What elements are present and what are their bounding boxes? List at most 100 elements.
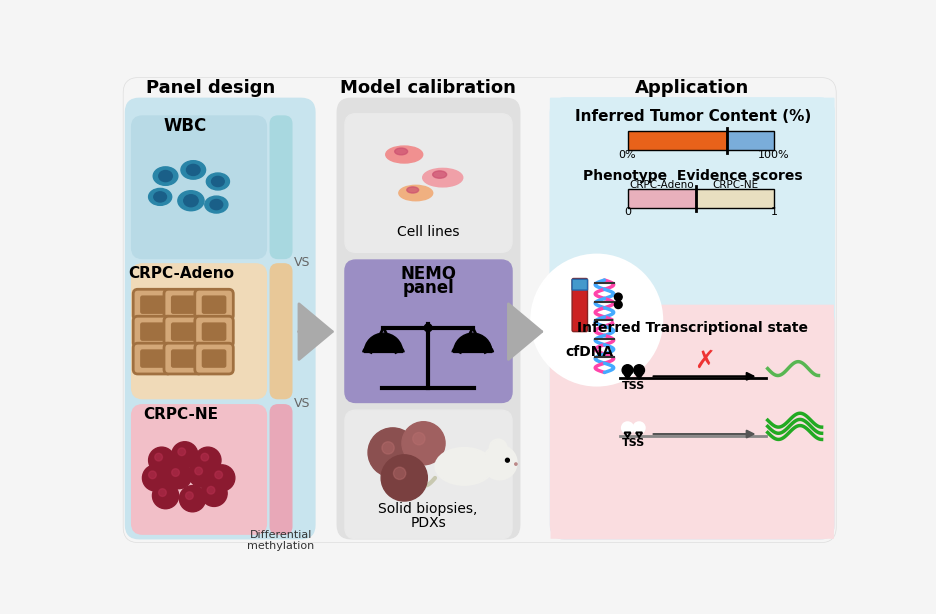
Text: Cell lines: Cell lines <box>397 225 460 238</box>
Ellipse shape <box>181 161 206 179</box>
Circle shape <box>368 428 417 477</box>
Text: Panel design: Panel design <box>146 79 275 96</box>
Ellipse shape <box>149 188 171 205</box>
Circle shape <box>490 440 506 456</box>
Circle shape <box>158 489 167 496</box>
FancyBboxPatch shape <box>140 322 165 341</box>
Text: Inferred Transcriptional state: Inferred Transcriptional state <box>578 321 809 335</box>
Circle shape <box>614 293 622 301</box>
Text: CRPC-NE: CRPC-NE <box>143 407 218 422</box>
FancyBboxPatch shape <box>550 98 834 337</box>
FancyBboxPatch shape <box>271 405 292 534</box>
Text: VS: VS <box>294 256 310 269</box>
FancyBboxPatch shape <box>202 322 227 341</box>
FancyBboxPatch shape <box>171 349 196 368</box>
Circle shape <box>149 447 175 473</box>
Text: NEMO: NEMO <box>400 265 456 283</box>
FancyBboxPatch shape <box>271 116 292 258</box>
Ellipse shape <box>154 167 178 185</box>
Circle shape <box>634 365 645 376</box>
Circle shape <box>532 255 662 386</box>
Circle shape <box>185 492 193 500</box>
Circle shape <box>413 432 425 445</box>
Text: CRPC-NE: CRPC-NE <box>712 179 758 190</box>
FancyBboxPatch shape <box>345 114 512 252</box>
FancyBboxPatch shape <box>550 322 834 538</box>
Ellipse shape <box>154 192 167 202</box>
Ellipse shape <box>386 146 423 163</box>
Circle shape <box>195 467 202 475</box>
Circle shape <box>402 422 445 465</box>
Circle shape <box>153 483 179 509</box>
Ellipse shape <box>205 196 227 213</box>
FancyBboxPatch shape <box>550 308 834 538</box>
Text: 0: 0 <box>624 208 631 217</box>
Text: panel: panel <box>402 279 454 297</box>
FancyBboxPatch shape <box>133 289 171 320</box>
FancyBboxPatch shape <box>133 316 171 347</box>
Text: VS: VS <box>294 397 310 410</box>
Text: CRPC-Adeno: CRPC-Adeno <box>128 266 234 281</box>
FancyBboxPatch shape <box>337 98 519 538</box>
Circle shape <box>171 441 197 468</box>
Circle shape <box>201 480 227 507</box>
Circle shape <box>381 455 428 501</box>
Ellipse shape <box>432 171 446 178</box>
Text: Model calibration: Model calibration <box>340 79 516 96</box>
FancyBboxPatch shape <box>132 264 267 398</box>
FancyBboxPatch shape <box>271 264 292 398</box>
FancyBboxPatch shape <box>550 305 834 538</box>
FancyBboxPatch shape <box>132 405 267 534</box>
Wedge shape <box>454 333 492 352</box>
FancyBboxPatch shape <box>345 260 512 402</box>
FancyBboxPatch shape <box>550 98 834 337</box>
FancyBboxPatch shape <box>202 349 227 368</box>
Circle shape <box>622 422 633 433</box>
Circle shape <box>505 458 509 462</box>
Text: 1: 1 <box>770 208 777 217</box>
Ellipse shape <box>407 187 418 193</box>
Text: Application: Application <box>636 79 750 96</box>
Circle shape <box>207 486 215 494</box>
Polygon shape <box>624 375 631 379</box>
Circle shape <box>209 465 235 491</box>
Ellipse shape <box>395 148 408 155</box>
FancyBboxPatch shape <box>164 289 202 320</box>
FancyBboxPatch shape <box>572 279 588 332</box>
FancyBboxPatch shape <box>125 98 314 538</box>
Wedge shape <box>364 333 402 352</box>
FancyBboxPatch shape <box>171 295 196 314</box>
Text: PDXs: PDXs <box>410 516 446 530</box>
Circle shape <box>614 301 622 308</box>
Circle shape <box>515 463 517 465</box>
Ellipse shape <box>186 165 200 176</box>
Circle shape <box>178 448 185 456</box>
Polygon shape <box>636 432 642 437</box>
Circle shape <box>195 447 221 473</box>
FancyBboxPatch shape <box>345 410 512 538</box>
Text: TSS: TSS <box>622 438 645 448</box>
FancyBboxPatch shape <box>132 116 267 258</box>
FancyBboxPatch shape <box>164 343 202 374</box>
Text: Solid biopsies,: Solid biopsies, <box>378 502 477 516</box>
FancyBboxPatch shape <box>572 279 588 290</box>
FancyBboxPatch shape <box>133 343 171 374</box>
Text: 0%: 0% <box>619 150 636 160</box>
FancyBboxPatch shape <box>195 343 233 374</box>
Ellipse shape <box>206 173 229 190</box>
FancyBboxPatch shape <box>195 316 233 347</box>
Bar <box>696 189 774 208</box>
Circle shape <box>424 324 431 332</box>
FancyBboxPatch shape <box>550 98 834 538</box>
FancyBboxPatch shape <box>171 322 196 341</box>
Ellipse shape <box>435 448 493 485</box>
Bar <box>627 189 696 208</box>
Ellipse shape <box>159 171 172 182</box>
Ellipse shape <box>183 195 198 207</box>
FancyBboxPatch shape <box>140 295 165 314</box>
Circle shape <box>149 471 156 479</box>
FancyBboxPatch shape <box>164 316 202 347</box>
Polygon shape <box>624 432 631 437</box>
Circle shape <box>634 422 645 433</box>
FancyBboxPatch shape <box>550 98 834 538</box>
